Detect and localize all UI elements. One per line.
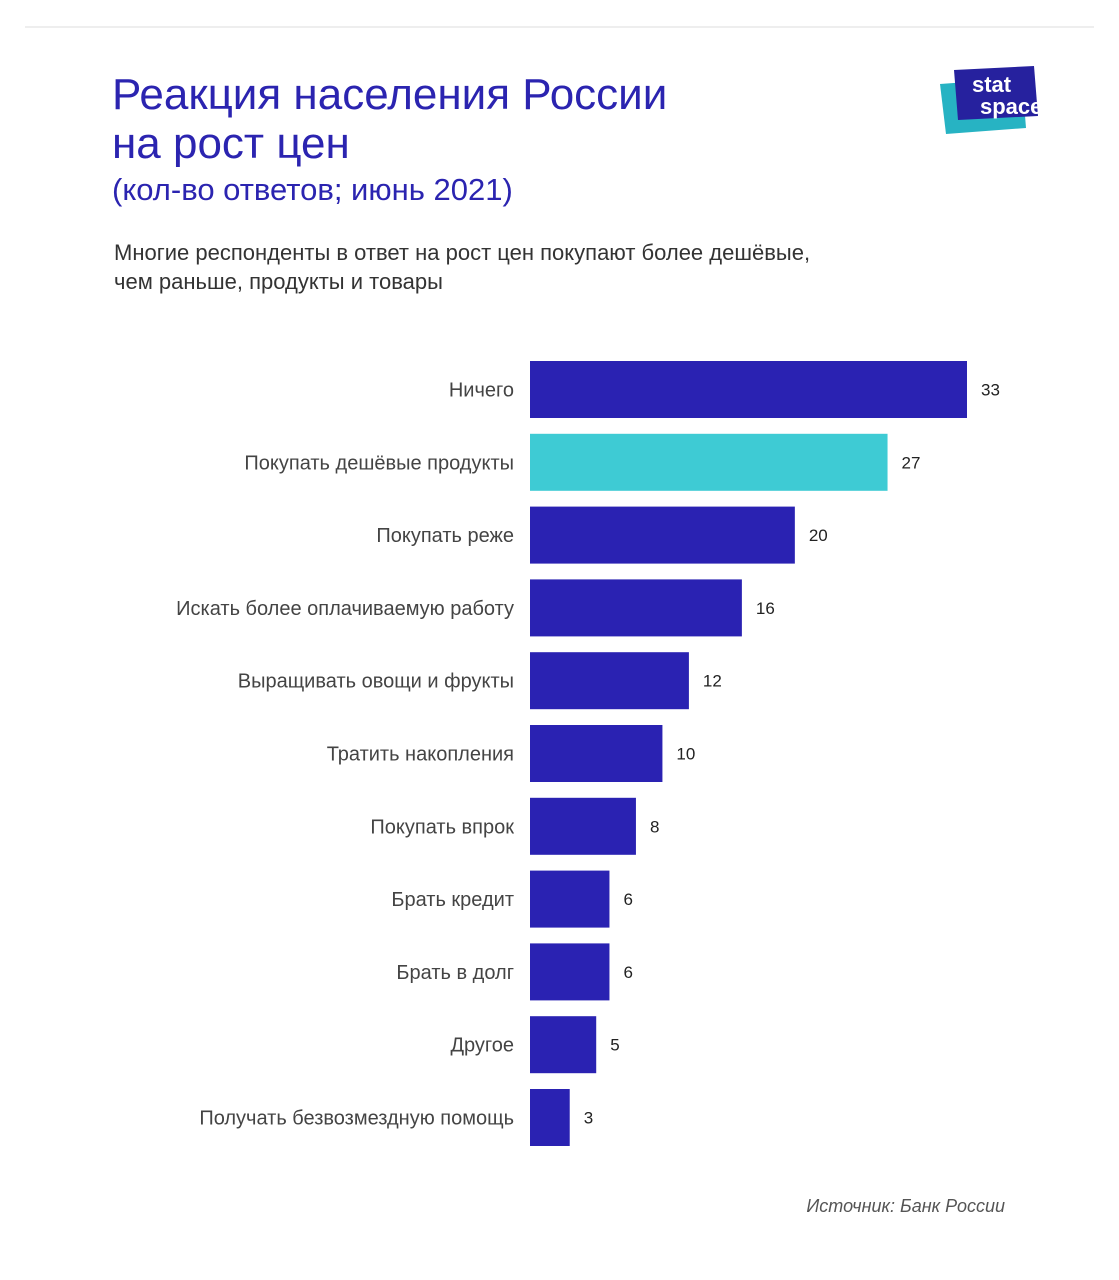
- category-label: Ничего: [449, 380, 514, 402]
- value-label: 5: [610, 1036, 619, 1055]
- category-label: Брать в долг: [396, 962, 514, 984]
- bar: [530, 943, 610, 1001]
- bar: [530, 433, 888, 491]
- chart-subtitle: (кол-во ответов; июнь 2021): [112, 172, 513, 207]
- logo-text-line-2: space: [980, 94, 1042, 119]
- logo-graphic: stat space: [940, 66, 1042, 134]
- bar: [530, 1089, 570, 1146]
- value-label: 16: [756, 599, 775, 618]
- logo-text-line-1: stat: [972, 72, 1012, 97]
- title-line-2: на рост цен: [112, 119, 350, 168]
- lead-line-2: чем раньше, продукты и товары: [114, 269, 443, 294]
- category-label: Искать более оплачиваемую работу: [176, 598, 514, 620]
- category-label: Другое: [450, 1035, 514, 1057]
- category-label: Брать кредит: [391, 889, 514, 911]
- chart-lead-text: Многие респонденты в ответ на рост цен п…: [114, 238, 974, 296]
- category-label: Получать безвозмездную помощь: [199, 1108, 514, 1130]
- bar: [530, 506, 795, 564]
- source-note: Источник: Банк России: [806, 1196, 1005, 1216]
- logo-navy-shape: [954, 66, 1038, 120]
- category-label: Покупать реже: [376, 525, 514, 547]
- bar: [530, 725, 663, 782]
- value-label: 27: [902, 453, 921, 472]
- chart-title: Реакция населения России на рост цен: [112, 70, 872, 168]
- value-label: 8: [650, 817, 659, 836]
- bar: [530, 797, 636, 855]
- bar: [530, 652, 689, 710]
- category-label: Покупать дешёвые продукты: [244, 452, 514, 474]
- category-label: Выращивать овощи и фрукты: [238, 671, 514, 693]
- bar: [530, 361, 967, 418]
- statspace-logo: stat space: [934, 62, 1069, 142]
- bar-chart: Ничего 33 Покупать дешёвые продукты 27 Покуп…: [176, 361, 1000, 1146]
- value-label: 12: [703, 672, 722, 691]
- value-label: 20: [809, 526, 828, 545]
- value-label: 6: [623, 890, 632, 909]
- category-label: Тратить накопления: [327, 744, 514, 766]
- title-line-1: Реакция населения России: [112, 70, 668, 119]
- value-label: 6: [623, 963, 632, 982]
- value-label: 33: [981, 381, 1000, 400]
- top-divider: [25, 26, 1094, 28]
- category-label: Покупать впрок: [370, 816, 514, 838]
- lead-line-1: Многие респонденты в ответ на рост цен п…: [114, 240, 811, 265]
- value-label: 10: [676, 745, 695, 764]
- bar: [530, 870, 610, 928]
- value-label: 3: [584, 1109, 593, 1128]
- bar: [530, 579, 742, 637]
- bar: [530, 1016, 597, 1074]
